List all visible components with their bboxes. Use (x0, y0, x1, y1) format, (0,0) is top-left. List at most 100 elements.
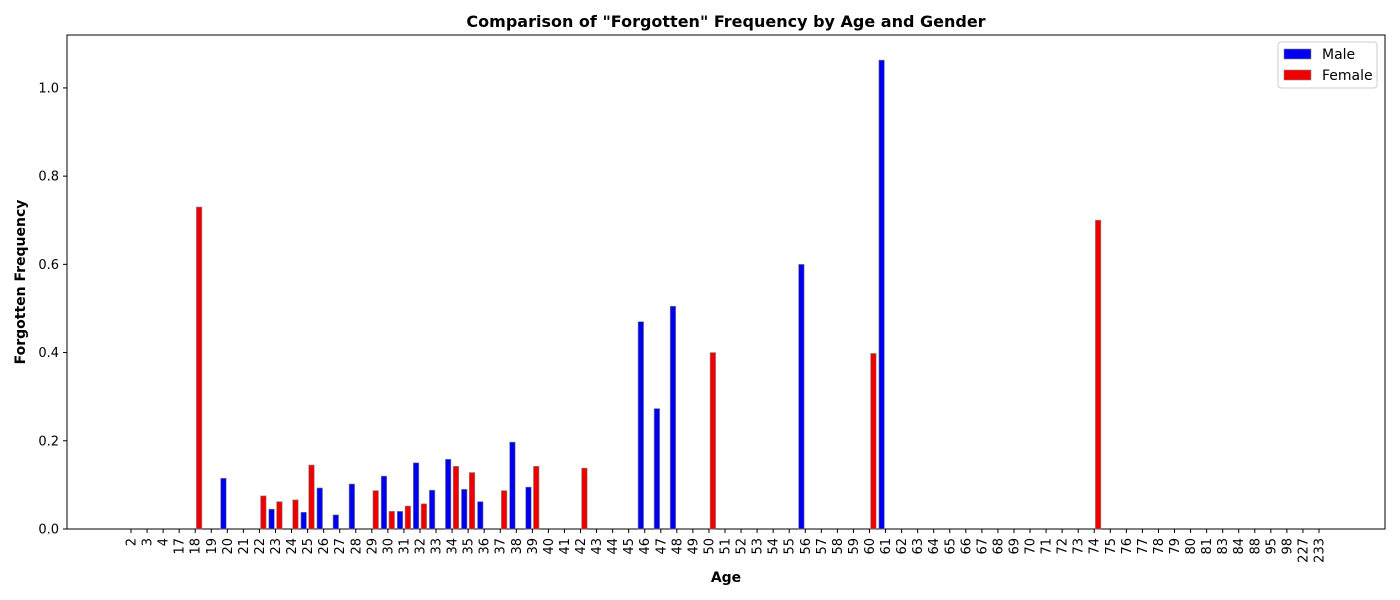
x-tick-label: 51 (719, 538, 734, 555)
x-tick-label: 20 (221, 538, 236, 555)
bar-female-18 (196, 206, 203, 530)
x-tick-label: 35 (462, 538, 477, 555)
x-tick-label: 28 (349, 538, 364, 555)
x-tick-label: 233 (1313, 538, 1328, 563)
y-tick-label: 1.0 (38, 81, 59, 96)
bar-male-33 (429, 489, 436, 530)
x-tick-label: 30 (381, 538, 396, 555)
x-tick-label: 33 (430, 538, 445, 555)
y-tick-label: 0.2 (38, 434, 59, 449)
x-tick-label: 75 (1104, 538, 1119, 555)
x-tick-label: 62 (895, 538, 910, 555)
x-tick-label: 26 (317, 538, 332, 555)
bar-male-48 (669, 305, 676, 530)
x-tick-label: 38 (510, 538, 525, 555)
x-tick-label: 41 (558, 538, 573, 555)
bar-female-30 (388, 511, 395, 530)
bar-male-27 (332, 514, 339, 530)
x-tick-label: 4 (157, 538, 172, 546)
bar-male-25 (300, 511, 307, 530)
x-tick-label: 43 (590, 538, 605, 555)
x-tick-label: 55 (783, 538, 798, 555)
x-tick-label: 50 (702, 538, 717, 555)
bar-male-47 (653, 408, 660, 530)
x-tick-label: 70 (1024, 538, 1039, 555)
x-tick-label: 57 (815, 538, 830, 555)
bars-group (196, 59, 1102, 530)
plot-area (66, 34, 1386, 530)
bar-female-31 (404, 505, 411, 530)
bar-female-37 (501, 490, 508, 530)
x-tick-label: 80 (1184, 538, 1199, 555)
bar-male-36 (477, 501, 484, 530)
x-tick-label: 24 (285, 538, 300, 555)
x-tick-label: 88 (1248, 538, 1263, 555)
x-tick-label: 46 (638, 538, 653, 555)
x-tick-label: 27 (333, 538, 348, 555)
bar-female-74 (1095, 219, 1102, 530)
x-tick-label: 71 (1040, 538, 1055, 555)
x-tick-label: 44 (606, 538, 621, 555)
x-tick-label: 32 (413, 538, 428, 555)
x-tick-label: 25 (301, 538, 316, 555)
legend-swatch-male (1283, 48, 1312, 60)
x-tick-label: 58 (831, 538, 846, 555)
bar-female-29 (372, 490, 379, 530)
x-tick-label: 36 (478, 538, 493, 555)
bar-female-50 (709, 352, 716, 530)
x-tick-label: 34 (446, 538, 461, 555)
x-tick-label: 84 (1232, 538, 1247, 555)
x-tick-label: 81 (1200, 538, 1215, 555)
bar-male-56 (798, 264, 805, 530)
x-tick-label: 42 (574, 538, 589, 555)
x-tick-label: 83 (1216, 538, 1231, 555)
x-tick-label: 3 (141, 538, 156, 546)
bar-female-35 (468, 472, 476, 530)
x-tick-label: 18 (189, 538, 204, 555)
x-tick-label: 227 (1296, 538, 1311, 563)
bar-male-28 (348, 483, 355, 530)
x-tick-label: 68 (991, 538, 1006, 555)
x-tick-label: 79 (1168, 538, 1183, 555)
bar-male-38 (509, 441, 516, 530)
x-tick-label: 73 (1072, 538, 1087, 555)
bar-male-30 (380, 475, 388, 530)
x-tick-label: 45 (622, 538, 637, 555)
bar-female-42 (581, 467, 588, 530)
x-tick-label: 37 (494, 538, 509, 555)
bar-male-34 (445, 459, 452, 530)
x-tick-label: 39 (526, 538, 541, 555)
y-tick-label: 0.6 (38, 258, 59, 273)
x-tick-label: 48 (670, 538, 685, 555)
y-tick-label: 0.8 (38, 170, 59, 185)
x-axis-title: Age (711, 570, 741, 586)
y-tick-label: 0.4 (38, 346, 59, 361)
x-tick-label: 65 (943, 538, 958, 555)
x-tick-label: 17 (173, 538, 188, 555)
x-tick-label: 74 (1088, 538, 1103, 555)
x-tick-label: 52 (735, 538, 750, 555)
x-tick-label: 60 (863, 538, 878, 555)
x-tick-label: 21 (237, 538, 252, 555)
legend-label-male: Male (1322, 47, 1355, 63)
bar-male-20 (220, 477, 227, 530)
x-tick-label: 78 (1152, 538, 1167, 555)
bar-female-25 (308, 464, 315, 530)
x-tick-label: 31 (397, 538, 412, 555)
x-tick-label: 98 (1280, 538, 1295, 555)
bar-female-24 (292, 499, 299, 530)
x-tick-label: 77 (1136, 538, 1151, 555)
y-tick-label: 0.0 (38, 523, 59, 538)
legend: Male Female (1277, 41, 1378, 89)
x-tick-label: 23 (269, 538, 284, 555)
bar-male-35 (461, 488, 468, 530)
bar-female-60 (870, 353, 877, 530)
bar-male-39 (525, 486, 532, 530)
x-tick-label: 47 (654, 538, 669, 555)
bar-female-23 (276, 501, 283, 530)
x-tick-label: 72 (1056, 538, 1071, 555)
x-tick-label: 67 (975, 538, 990, 555)
bar-male-26 (316, 487, 323, 530)
legend-label-female: Female (1322, 68, 1373, 84)
